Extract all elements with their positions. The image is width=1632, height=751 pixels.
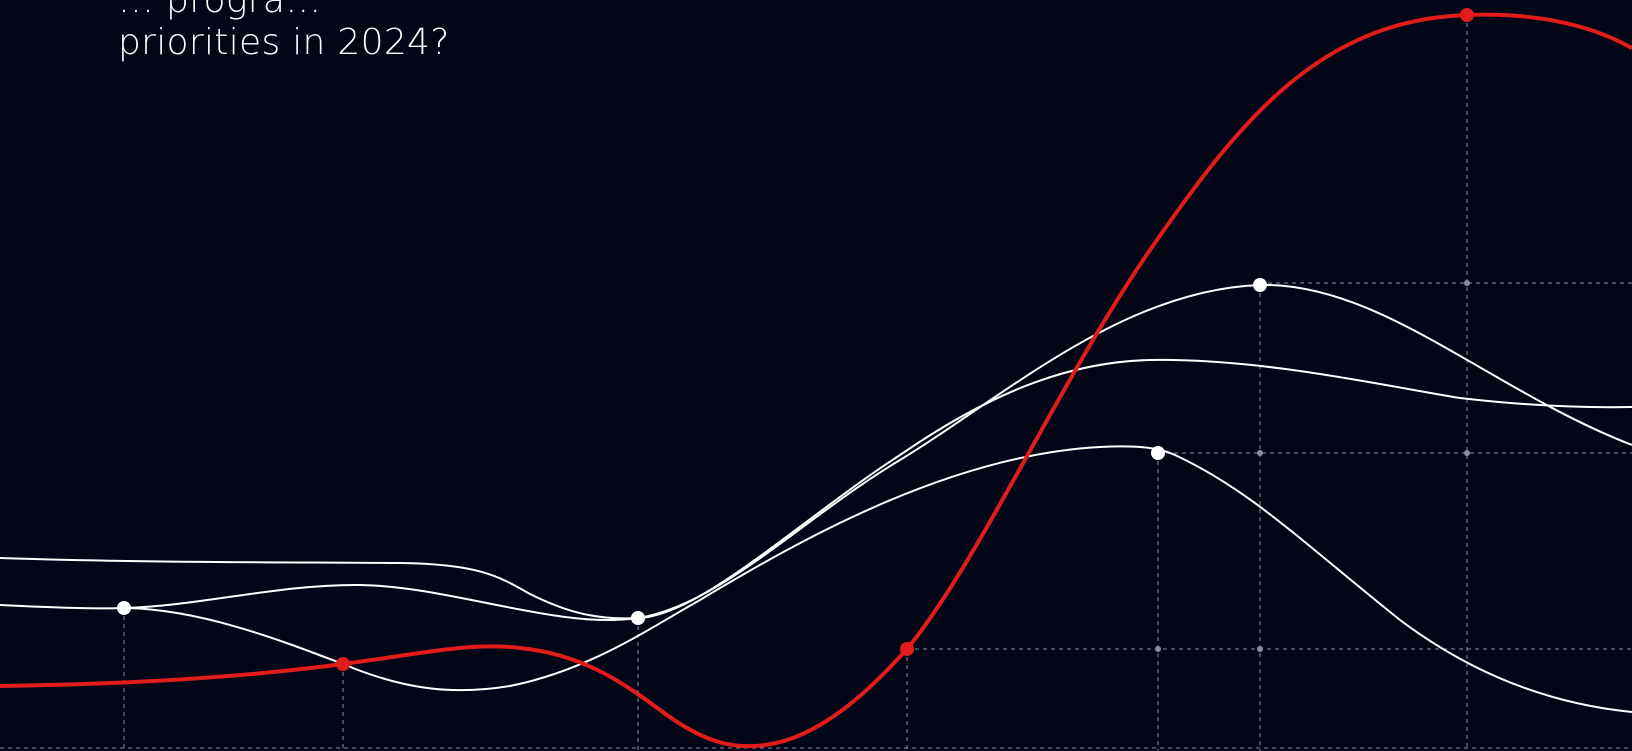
- white-markers: [117, 278, 1267, 625]
- guide-intersection-dots: [1155, 280, 1470, 652]
- red-marker: [336, 657, 350, 671]
- white-marker: [631, 611, 645, 625]
- white-curves: [0, 283, 1632, 713]
- white-marker: [1151, 446, 1165, 460]
- guide-dot: [1257, 646, 1263, 652]
- white-curve: [0, 358, 1632, 620]
- guide-dot: [1257, 450, 1263, 456]
- headline: … progra… priorities in 2024?: [118, 0, 450, 64]
- red-marker: [1460, 8, 1474, 22]
- guide-dot: [1464, 280, 1470, 286]
- white-marker: [117, 601, 131, 615]
- red-marker: [900, 642, 914, 656]
- guide-dot: [1464, 450, 1470, 456]
- guide-grid: [0, 15, 1632, 751]
- red-markers: [336, 8, 1474, 671]
- headline-line-1: … progra…: [118, 0, 322, 21]
- white-marker: [1253, 278, 1267, 292]
- guide-dot: [1155, 646, 1161, 652]
- headline-line-2: priorities in 2024?: [118, 22, 450, 63]
- white-curve: [123, 445, 1632, 713]
- red-curve: [0, 12, 1632, 749]
- white-curve: [0, 283, 1632, 622]
